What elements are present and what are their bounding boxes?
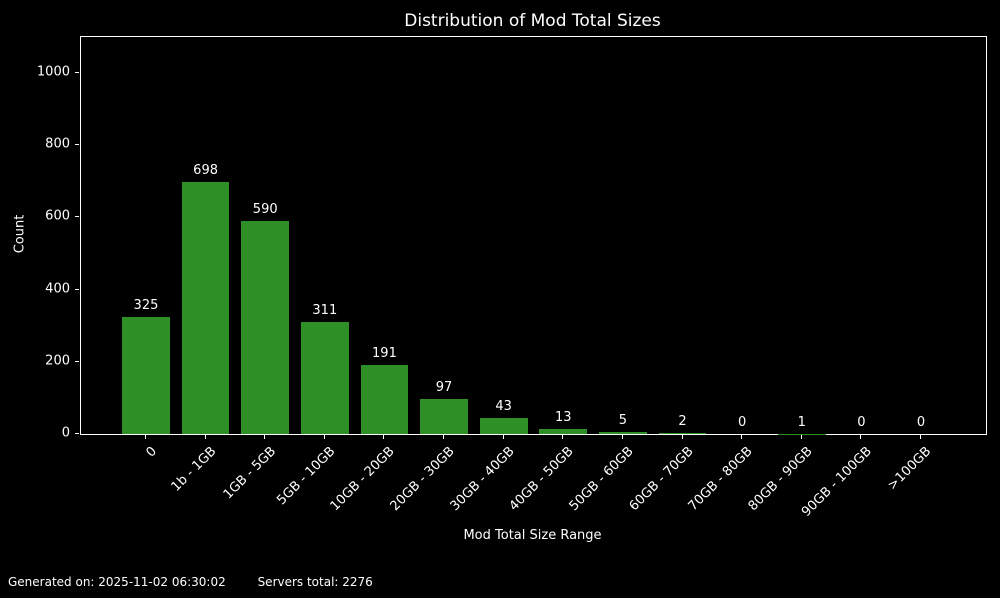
y-tick xyxy=(75,72,79,74)
servers-total: Servers total: 2276 xyxy=(257,575,373,589)
x-tick xyxy=(502,435,504,439)
bar-value-label: 698 xyxy=(193,163,219,179)
bar-0 xyxy=(122,316,170,434)
x-tick xyxy=(204,435,206,439)
bar-5GB - 10GB xyxy=(300,321,349,434)
bar-value-label: 5 xyxy=(618,413,628,429)
x-tick xyxy=(920,435,922,439)
x-axis-label: Mod Total Size Range xyxy=(463,528,602,543)
generated-timestamp: Generated on: 2025-11-02 06:30:02 xyxy=(8,575,226,589)
x-tick xyxy=(443,435,445,439)
x-tick xyxy=(323,435,325,439)
bottom-divider xyxy=(0,598,1000,600)
bar-40GB - 50GB xyxy=(539,429,588,434)
bar-value-label: 0 xyxy=(916,415,926,430)
bar-value-label: 325 xyxy=(133,297,159,313)
chart-title: Distribution of Mod Total Sizes xyxy=(404,11,661,31)
bar-value-label: 311 xyxy=(312,302,338,318)
bar-50GB - 60GB xyxy=(599,432,647,434)
bar-value-label: 590 xyxy=(252,202,278,218)
x-tick xyxy=(383,435,385,439)
y-tick xyxy=(75,360,79,362)
y-tick xyxy=(75,288,79,290)
y-tick xyxy=(75,216,79,218)
y-axis-label: Count xyxy=(12,214,28,254)
bar-value-label: 2 xyxy=(678,414,687,430)
x-tick xyxy=(800,435,802,439)
bar-value-label: 191 xyxy=(372,346,397,362)
bar-1GB - 5GB xyxy=(241,221,290,434)
x-tick xyxy=(144,435,146,439)
x-tick xyxy=(562,435,564,439)
bar-1b - 1GB xyxy=(181,182,230,434)
bar-value-label: 1 xyxy=(797,414,806,430)
bar-10GB - 20GB xyxy=(360,365,409,434)
y-tick xyxy=(75,144,79,146)
plot-area: 325 698 590 311 191 97 43 13 5 2 0 1 0 0 xyxy=(80,36,987,435)
bar-value-label: 97 xyxy=(435,380,453,395)
x-tick xyxy=(621,435,623,439)
bar-value-label: 0 xyxy=(738,415,747,430)
bar-30GB - 40GB xyxy=(479,418,528,434)
bar-value-label: 43 xyxy=(495,399,512,415)
bar-value-label: 13 xyxy=(555,410,572,426)
x-tick xyxy=(681,435,683,439)
footer: Generated on: 2025-11-02 06:30:02 Server… xyxy=(8,575,401,589)
y-tick xyxy=(75,433,79,434)
bar-20GB - 30GB xyxy=(420,399,468,434)
bar-60GB - 70GB xyxy=(658,433,707,434)
bar-value-label: 0 xyxy=(857,415,866,430)
x-tick xyxy=(860,435,862,439)
x-tick xyxy=(264,435,266,439)
x-tick xyxy=(741,435,743,439)
